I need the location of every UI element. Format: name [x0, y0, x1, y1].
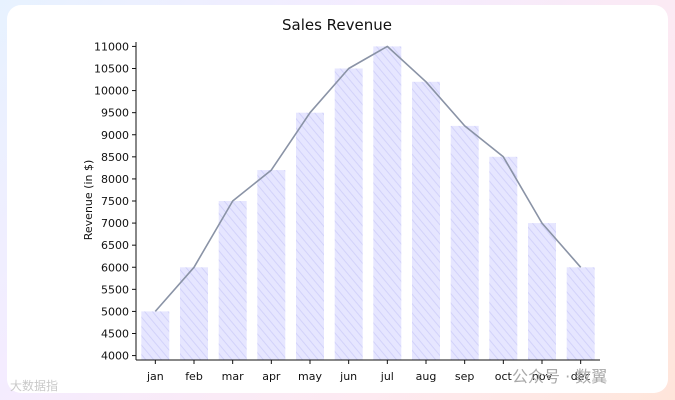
x-tick-label: sep — [455, 370, 474, 383]
chart-title: Sales Revenue — [282, 16, 392, 34]
watermark-left: 大数据指 — [10, 379, 59, 393]
bar-jul — [373, 46, 402, 361]
bar-jan — [141, 311, 170, 360]
x-tick-label: jan — [146, 370, 164, 383]
bar-sep — [450, 125, 479, 361]
line-layer — [154, 45, 582, 312]
x-tick-label: feb — [185, 370, 203, 383]
bar-mar — [218, 201, 247, 360]
y-tick-label: 5000 — [101, 305, 129, 318]
x-tick-label: apr — [262, 370, 281, 383]
x-tick-label: aug — [416, 370, 437, 383]
trend-line — [154, 45, 582, 312]
y-tick-label: 9500 — [101, 107, 129, 120]
y-tick-label: 9000 — [101, 129, 129, 142]
bar-dec — [566, 267, 595, 361]
x-tick-label: jun — [339, 370, 357, 383]
y-tick-label: 6000 — [101, 261, 129, 274]
y-tick-label: 8000 — [101, 173, 129, 186]
x-tick-label: oct — [495, 370, 513, 383]
bar-apr — [257, 170, 286, 360]
y-tick-label: 11000 — [94, 40, 129, 53]
y-tick-label: 7000 — [101, 217, 129, 230]
x-tick-label: mar — [222, 370, 244, 383]
y-tick-label: 7500 — [101, 195, 129, 208]
bars-group — [141, 46, 595, 361]
y-axis: 4000 4500 5000 5500 6000 6500 7000 7500 8000 8500… — [94, 40, 137, 363]
bar-oct — [489, 156, 518, 360]
y-tick-label: 4500 — [101, 328, 129, 341]
y-tick-label: 4000 — [101, 350, 129, 363]
x-tick-label: nov — [532, 370, 553, 383]
x-axis: jan feb mar apr may jun jul aug sep oct nov dec — [136, 359, 600, 383]
watermark-right: 公众号 · 数翼 — [512, 367, 608, 386]
bar-aug — [412, 81, 440, 361]
x-tick-label: may — [298, 370, 322, 383]
y-tick-label: 8500 — [101, 151, 129, 164]
y-axis-label: Revenue (in $) — [82, 160, 95, 241]
y-tick-label: 10500 — [94, 63, 129, 76]
y-tick-label: 6500 — [101, 239, 129, 252]
bar-feb — [180, 267, 208, 361]
y-tick-label: 5500 — [101, 283, 129, 296]
x-tick-label: dec — [571, 370, 591, 383]
bar-may — [296, 112, 324, 360]
bar-jun — [334, 68, 363, 360]
bar-nov — [528, 223, 556, 360]
x-tick-label: jul — [380, 370, 394, 383]
y-tick-label: 10000 — [94, 85, 129, 98]
